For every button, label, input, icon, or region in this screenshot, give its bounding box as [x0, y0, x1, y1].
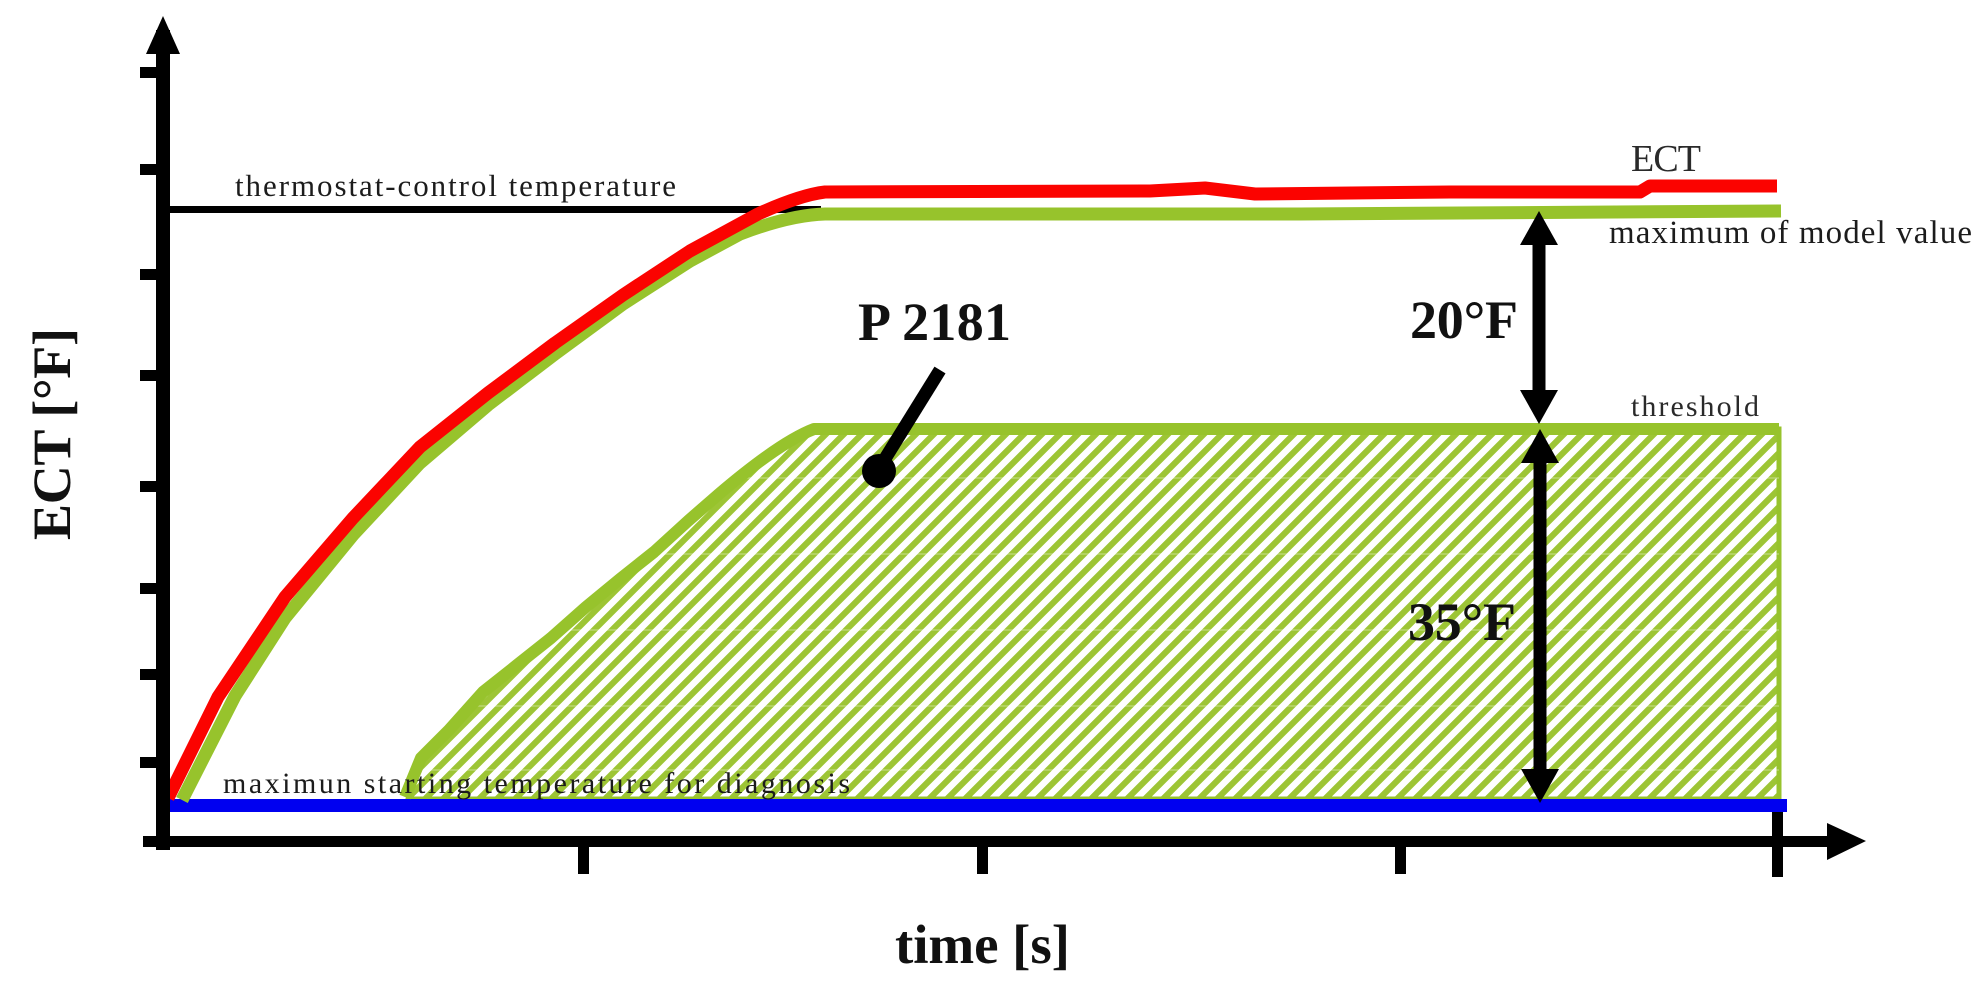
- svg-text:P 2181: P 2181: [858, 292, 1011, 352]
- svg-text:time [s]: time [s]: [895, 914, 1070, 975]
- svg-text:maximum of model value: maximum of model value: [1609, 215, 1972, 251]
- svg-text:thermostat-control temperature: thermostat-control temperature: [235, 168, 676, 203]
- svg-text:ECT [°F]: ECT [°F]: [22, 328, 82, 540]
- svg-text:20°F: 20°F: [1410, 290, 1518, 350]
- svg-text:maximun starting temperature f: maximun starting temperature for diagnos…: [223, 767, 850, 800]
- svg-text:threshold: threshold: [1631, 390, 1759, 423]
- svg-text:ECT: ECT: [1631, 138, 1701, 180]
- svg-text:35°F: 35°F: [1408, 592, 1516, 652]
